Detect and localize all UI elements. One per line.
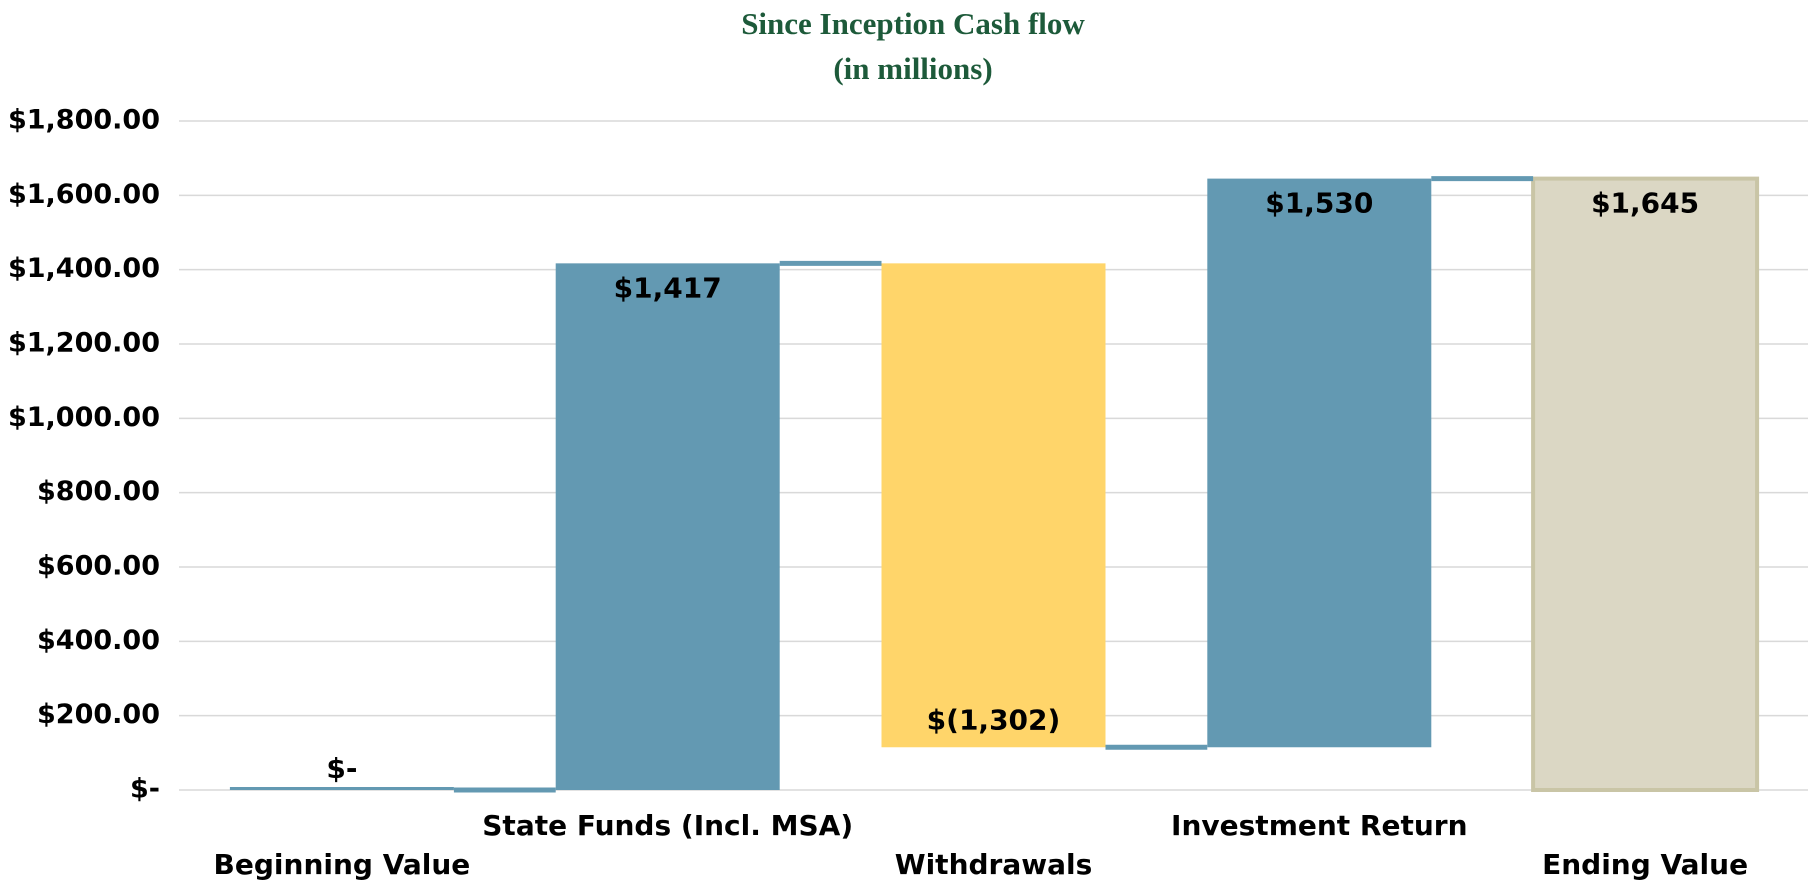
y-tick-label: $1,400.00: [8, 253, 160, 284]
y-tick-label: $400.00: [37, 625, 160, 656]
chart-subtitle: (in millions): [833, 51, 992, 86]
bar: [555, 263, 780, 790]
y-tick-label: $800.00: [37, 476, 160, 507]
data-label: $1,645: [1591, 187, 1699, 220]
y-tick-label: $1,000.00: [8, 402, 160, 433]
y-tick-label: $1,600.00: [8, 179, 160, 210]
y-tick-label: $600.00: [37, 551, 160, 582]
bar: [1207, 178, 1432, 748]
y-tick-label: $200.00: [37, 699, 160, 730]
bar: [1531, 176, 1760, 792]
chart-title: Since Inception Cash flow: [741, 6, 1085, 41]
x-tick-label: Investment Return: [1171, 809, 1468, 842]
x-tick-label: Ending Value: [1542, 848, 1748, 881]
y-tick-label: $-: [130, 774, 160, 805]
x-tick-label: Beginning Value: [214, 848, 471, 881]
x-tick-label: State Funds (Incl. MSA): [482, 809, 853, 842]
y-tick-label: $1,200.00: [8, 328, 160, 359]
y-tick-label: $1,800.00: [8, 105, 160, 136]
bar: [881, 263, 1106, 748]
x-tick-label: Withdrawals: [895, 848, 1093, 881]
bar: [229, 787, 454, 790]
data-label: $(1,302): [927, 703, 1061, 736]
data-label: $1,530: [1265, 187, 1373, 220]
data-label: $1,417: [614, 271, 722, 304]
data-label: $-: [326, 752, 357, 785]
